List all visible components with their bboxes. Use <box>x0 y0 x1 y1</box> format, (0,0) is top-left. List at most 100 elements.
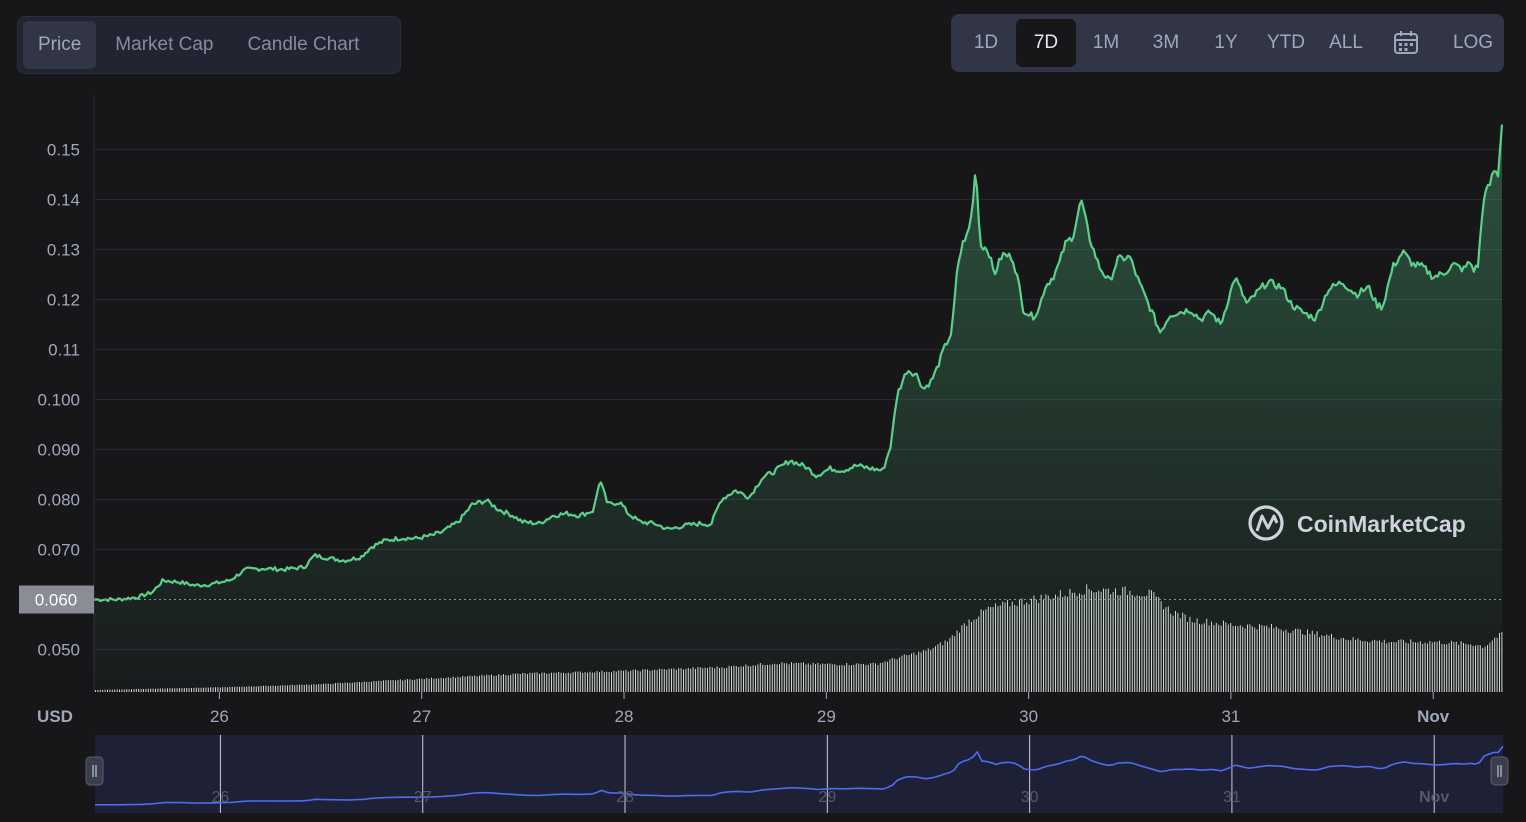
volume-bar <box>335 683 336 692</box>
volume-bar <box>1453 642 1455 692</box>
volume-bar <box>419 678 420 692</box>
range-7d[interactable]: 7D <box>1016 19 1076 67</box>
volume-bar <box>855 663 857 692</box>
volume-bar <box>479 675 480 692</box>
volume-bar <box>1047 595 1049 692</box>
volume-bar <box>1487 645 1488 692</box>
volume-bar <box>1033 595 1035 692</box>
volume-bar <box>1023 604 1025 692</box>
volume-bar <box>263 685 264 692</box>
range-1y[interactable]: 1Y <box>1214 32 1238 53</box>
volume-bar <box>1335 639 1337 692</box>
volume-bar <box>1455 641 1457 692</box>
range-all[interactable]: ALL <box>1329 32 1363 53</box>
volume-bar <box>1158 597 1160 692</box>
volume-bar <box>783 663 785 692</box>
volume-bar <box>1098 590 1100 692</box>
volume-bar <box>666 669 668 692</box>
volume-bar <box>1446 644 1448 692</box>
volume-bar <box>248 686 250 692</box>
volume-bar <box>1153 592 1155 692</box>
volume-bar <box>119 689 120 692</box>
volume-bar <box>1040 594 1042 692</box>
volume-bar <box>687 667 689 692</box>
log-scale-toggle[interactable]: LOG <box>1452 32 1494 53</box>
volume-bar <box>1100 591 1102 692</box>
volume-bar <box>1139 596 1140 692</box>
volume-bar <box>1463 642 1464 692</box>
volume-bar <box>577 671 579 692</box>
volume-bar <box>1119 595 1121 692</box>
volume-bar <box>1302 634 1304 692</box>
range-1m[interactable]: 1M <box>1092 32 1120 53</box>
volume-bar <box>1131 595 1133 692</box>
volume-bar <box>723 668 725 692</box>
tab-market-cap[interactable]: Market Cap <box>115 34 214 55</box>
volume-bar <box>1160 601 1162 692</box>
volume-bar <box>800 662 802 692</box>
volume-bar <box>1009 606 1011 692</box>
volume-bar <box>522 672 524 692</box>
volume-bar <box>647 669 648 692</box>
volume-bar <box>527 674 528 692</box>
volume-bar <box>315 684 317 692</box>
volume-bar <box>771 664 773 692</box>
volume-bar <box>875 663 876 692</box>
range-ytd[interactable]: YTD <box>1267 32 1305 53</box>
volume-bar <box>824 664 826 692</box>
volume-bar <box>1179 618 1181 692</box>
volume-bar <box>1388 642 1390 692</box>
volume-bar <box>1083 594 1085 692</box>
volume-bar <box>803 662 804 692</box>
volume-bar <box>474 675 476 692</box>
navigator-left-handle[interactable] <box>85 756 104 786</box>
volume-bar <box>697 667 699 692</box>
tab-price[interactable]: Price <box>23 21 97 69</box>
volume-bar <box>1326 634 1328 692</box>
volume-bar <box>445 677 447 692</box>
volume-bar <box>1280 629 1282 692</box>
navigator-right-handle[interactable] <box>1490 756 1509 786</box>
volume-bar <box>1105 589 1107 692</box>
volume-bar <box>152 688 154 692</box>
y-tick-label: 0.12 <box>47 291 80 310</box>
range-3m[interactable]: 3M <box>1152 32 1180 53</box>
volume-bar <box>373 680 375 692</box>
volume-bar <box>990 606 992 692</box>
volume-bar <box>834 664 836 692</box>
volume-bar <box>983 610 984 692</box>
volume-bar <box>344 682 346 692</box>
volume-bar <box>1429 640 1431 692</box>
volume-bar <box>812 662 814 692</box>
volume-bar <box>558 671 560 692</box>
volume-bar <box>543 672 545 692</box>
volume-bar <box>851 665 852 692</box>
volume-bar <box>371 681 372 692</box>
volume-bar <box>404 679 406 692</box>
volume-bar <box>618 670 620 692</box>
volume-bar <box>891 657 893 692</box>
volume-bar <box>327 683 329 692</box>
volume-bar <box>1499 633 1500 692</box>
volume-bar <box>395 680 396 692</box>
volume-bar <box>908 655 910 692</box>
volume-bar <box>889 659 891 692</box>
volume-bar <box>236 686 238 692</box>
volume-bar <box>620 670 622 692</box>
volume-bar <box>1237 626 1239 692</box>
tab-candle-chart[interactable]: Candle Chart <box>247 34 360 55</box>
calendar-button[interactable] <box>1376 19 1436 67</box>
range-1d[interactable]: 1D <box>973 32 999 53</box>
volume-bar <box>284 685 286 692</box>
volume-bar <box>462 676 464 692</box>
volume-bar <box>311 684 312 692</box>
volume-bar <box>483 675 485 692</box>
volume-bar <box>1470 644 1472 692</box>
x-tick-label: 26 <box>210 707 229 726</box>
navigator[interactable]: 26 27 28 29 30 31 Nov <box>85 735 1509 813</box>
volume-bar <box>1021 598 1023 692</box>
volume-bar <box>1203 623 1205 692</box>
volume-bar <box>1319 637 1320 692</box>
volume-bar <box>128 689 130 692</box>
